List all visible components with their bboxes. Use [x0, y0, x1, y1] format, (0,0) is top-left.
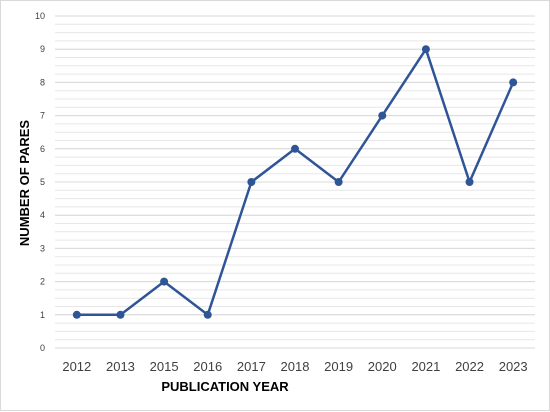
x-tick-label: 2017 — [237, 359, 266, 374]
x-tick-label: 2013 — [106, 359, 135, 374]
x-tick-label: 2021 — [411, 359, 440, 374]
data-point — [509, 78, 518, 87]
x-tick-label: 2015 — [150, 359, 179, 374]
x-tick-label: 2022 — [455, 359, 484, 374]
y-tick-label: 2 — [40, 277, 45, 287]
y-tick-label: 3 — [40, 243, 45, 253]
data-point — [72, 310, 81, 319]
data-point — [465, 178, 474, 186]
y-tick-label: 4 — [40, 210, 45, 220]
y-tick-label: 10 — [35, 11, 45, 21]
y-tick-labels: 0 1 2 3 4 5 6 7 8 9 10 — [35, 11, 45, 353]
x-tick-labels: 2012 2013 2015 2016 2017 2018 2019 2020 2021 2022… — [62, 359, 527, 374]
data-point — [203, 310, 212, 319]
y-tick-label: 1 — [40, 310, 45, 320]
y-tick-label: 9 — [40, 44, 45, 54]
data-point — [116, 310, 125, 319]
data-point — [247, 178, 256, 186]
y-tick-label: 0 — [40, 343, 45, 353]
data-point — [378, 111, 387, 120]
data-point — [421, 45, 430, 54]
series-layer — [72, 45, 518, 319]
y-tick-label: 8 — [40, 77, 45, 87]
y-tick-label: 5 — [40, 177, 45, 187]
y-tick-label: 7 — [40, 111, 45, 121]
x-tick-label: 2018 — [281, 359, 310, 374]
x-tick-label: 2012 — [62, 359, 91, 374]
y-axis-title: NUMBER OF PARES — [17, 120, 32, 246]
grid-layer — [55, 15, 535, 349]
x-axis-title: PUBLICATION YEAR — [161, 379, 289, 394]
x-tick-label: 2019 — [324, 359, 353, 374]
data-point — [160, 277, 169, 286]
y-tick-label: 6 — [40, 144, 45, 154]
data-point — [291, 144, 299, 153]
x-tick-label: 2020 — [368, 359, 397, 374]
data-point — [334, 178, 343, 186]
x-tick-label: 2023 — [499, 359, 528, 374]
x-tick-label: 2016 — [193, 359, 222, 374]
